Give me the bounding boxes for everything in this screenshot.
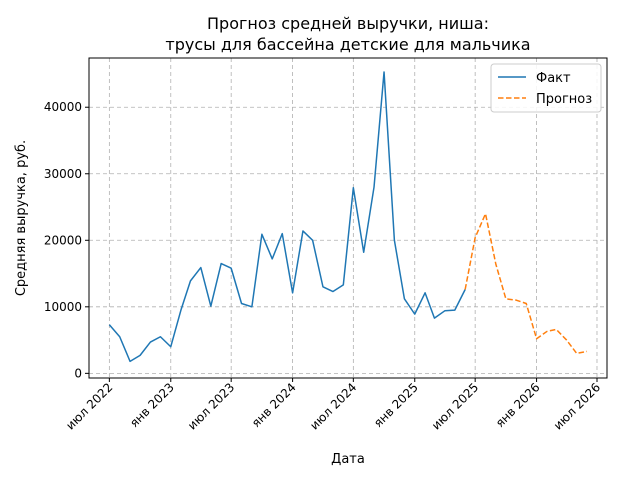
grid — [89, 58, 607, 378]
series-line-forecast — [464, 212, 588, 355]
y-tick-label: 40000 — [44, 100, 82, 114]
y-tick-label: 10000 — [44, 300, 82, 314]
legend: Факт Прогноз — [490, 63, 602, 113]
plot-frame — [88, 57, 608, 379]
legend-label-fact: Факт — [536, 71, 571, 86]
legend-label-forecast: Прогноз — [536, 92, 592, 107]
series-lines — [108, 71, 588, 363]
y-axis-label: Средняя выручка, руб. — [14, 140, 29, 296]
y-tick-label: 0 — [74, 366, 82, 380]
y-tick-label: 30000 — [44, 167, 82, 181]
series-line-fact — [108, 71, 466, 363]
x-axis-label: Дата — [331, 452, 365, 467]
y-tick-label: 20000 — [44, 233, 82, 247]
legend-box — [490, 63, 602, 113]
chart-title-line-2: трусы для бассейна детские для мальчика — [165, 35, 530, 54]
chart-title-line-1: Прогноз средней выручки, ниша: — [207, 14, 489, 33]
